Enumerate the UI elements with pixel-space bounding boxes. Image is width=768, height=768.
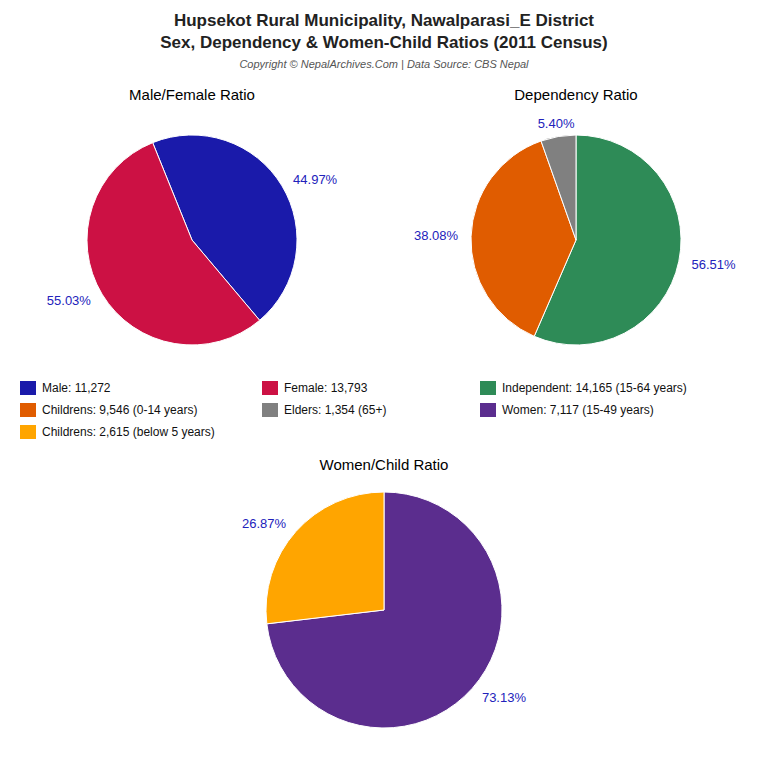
legend-item: Elders: 1,354 (65+) xyxy=(262,403,386,417)
pie xyxy=(266,492,502,728)
legend-swatch xyxy=(20,425,36,439)
data-label: 5.40% xyxy=(538,116,575,131)
legend-swatch xyxy=(20,381,36,395)
title: Hupsekot Rural Municipality, Nawalparasi… xyxy=(174,11,594,30)
data-label: 38.08% xyxy=(414,228,459,243)
pie-title: Male/Female Ratio xyxy=(129,86,255,103)
legend-swatch xyxy=(480,403,496,417)
data-label: 56.51% xyxy=(692,257,737,272)
pie-title: Dependency Ratio xyxy=(514,86,637,103)
pie-slice xyxy=(87,143,260,345)
legend-swatch xyxy=(20,403,36,417)
legend-label: Childrens: 9,546 (0-14 years) xyxy=(42,403,197,417)
legend-item: Women: 7,117 (15-49 years) xyxy=(480,403,654,417)
legend-label: Elders: 1,354 (65+) xyxy=(284,403,386,417)
legend-swatch xyxy=(480,381,496,395)
legend-item: Female: 13,793 xyxy=(262,381,368,395)
pie-slice xyxy=(541,135,576,240)
legend-item: Independent: 14,165 (15-64 years) xyxy=(480,381,687,395)
data-label: 73.13% xyxy=(482,690,527,705)
pie xyxy=(471,135,681,345)
pie-slice xyxy=(267,492,502,728)
pie-title: Women/Child Ratio xyxy=(320,456,449,473)
legend-label: Independent: 14,165 (15-64 years) xyxy=(502,381,687,395)
legend-label: Female: 13,793 xyxy=(284,381,368,395)
legend-swatch xyxy=(262,381,278,395)
subtitle: Sex, Dependency & Women-Child Ratios (20… xyxy=(160,33,607,52)
legend-label: Male: 11,272 xyxy=(42,381,111,395)
data-label: 44.97% xyxy=(293,172,338,187)
pie xyxy=(87,135,297,345)
legend-item: Male: 11,272 xyxy=(20,381,111,395)
data-label: 55.03% xyxy=(47,293,92,308)
legend-item: Childrens: 9,546 (0-14 years) xyxy=(20,403,197,417)
pie-slice xyxy=(266,492,384,624)
annotation: Copyright © NepalArchives.Com | Data Sou… xyxy=(239,58,529,70)
data-label: 26.87% xyxy=(242,516,287,531)
chart-root: Hupsekot Rural Municipality, Nawalparasi… xyxy=(0,0,768,768)
legend-swatch xyxy=(262,403,278,417)
legend-item: Childrens: 2,615 (below 5 years) xyxy=(20,425,215,439)
legend: Male: 11,272 Female: 13,793 Independent: 1… xyxy=(20,381,687,439)
legend-label: Women: 7,117 (15-49 years) xyxy=(502,403,654,417)
legend-label: Childrens: 2,615 (below 5 years) xyxy=(42,425,215,439)
